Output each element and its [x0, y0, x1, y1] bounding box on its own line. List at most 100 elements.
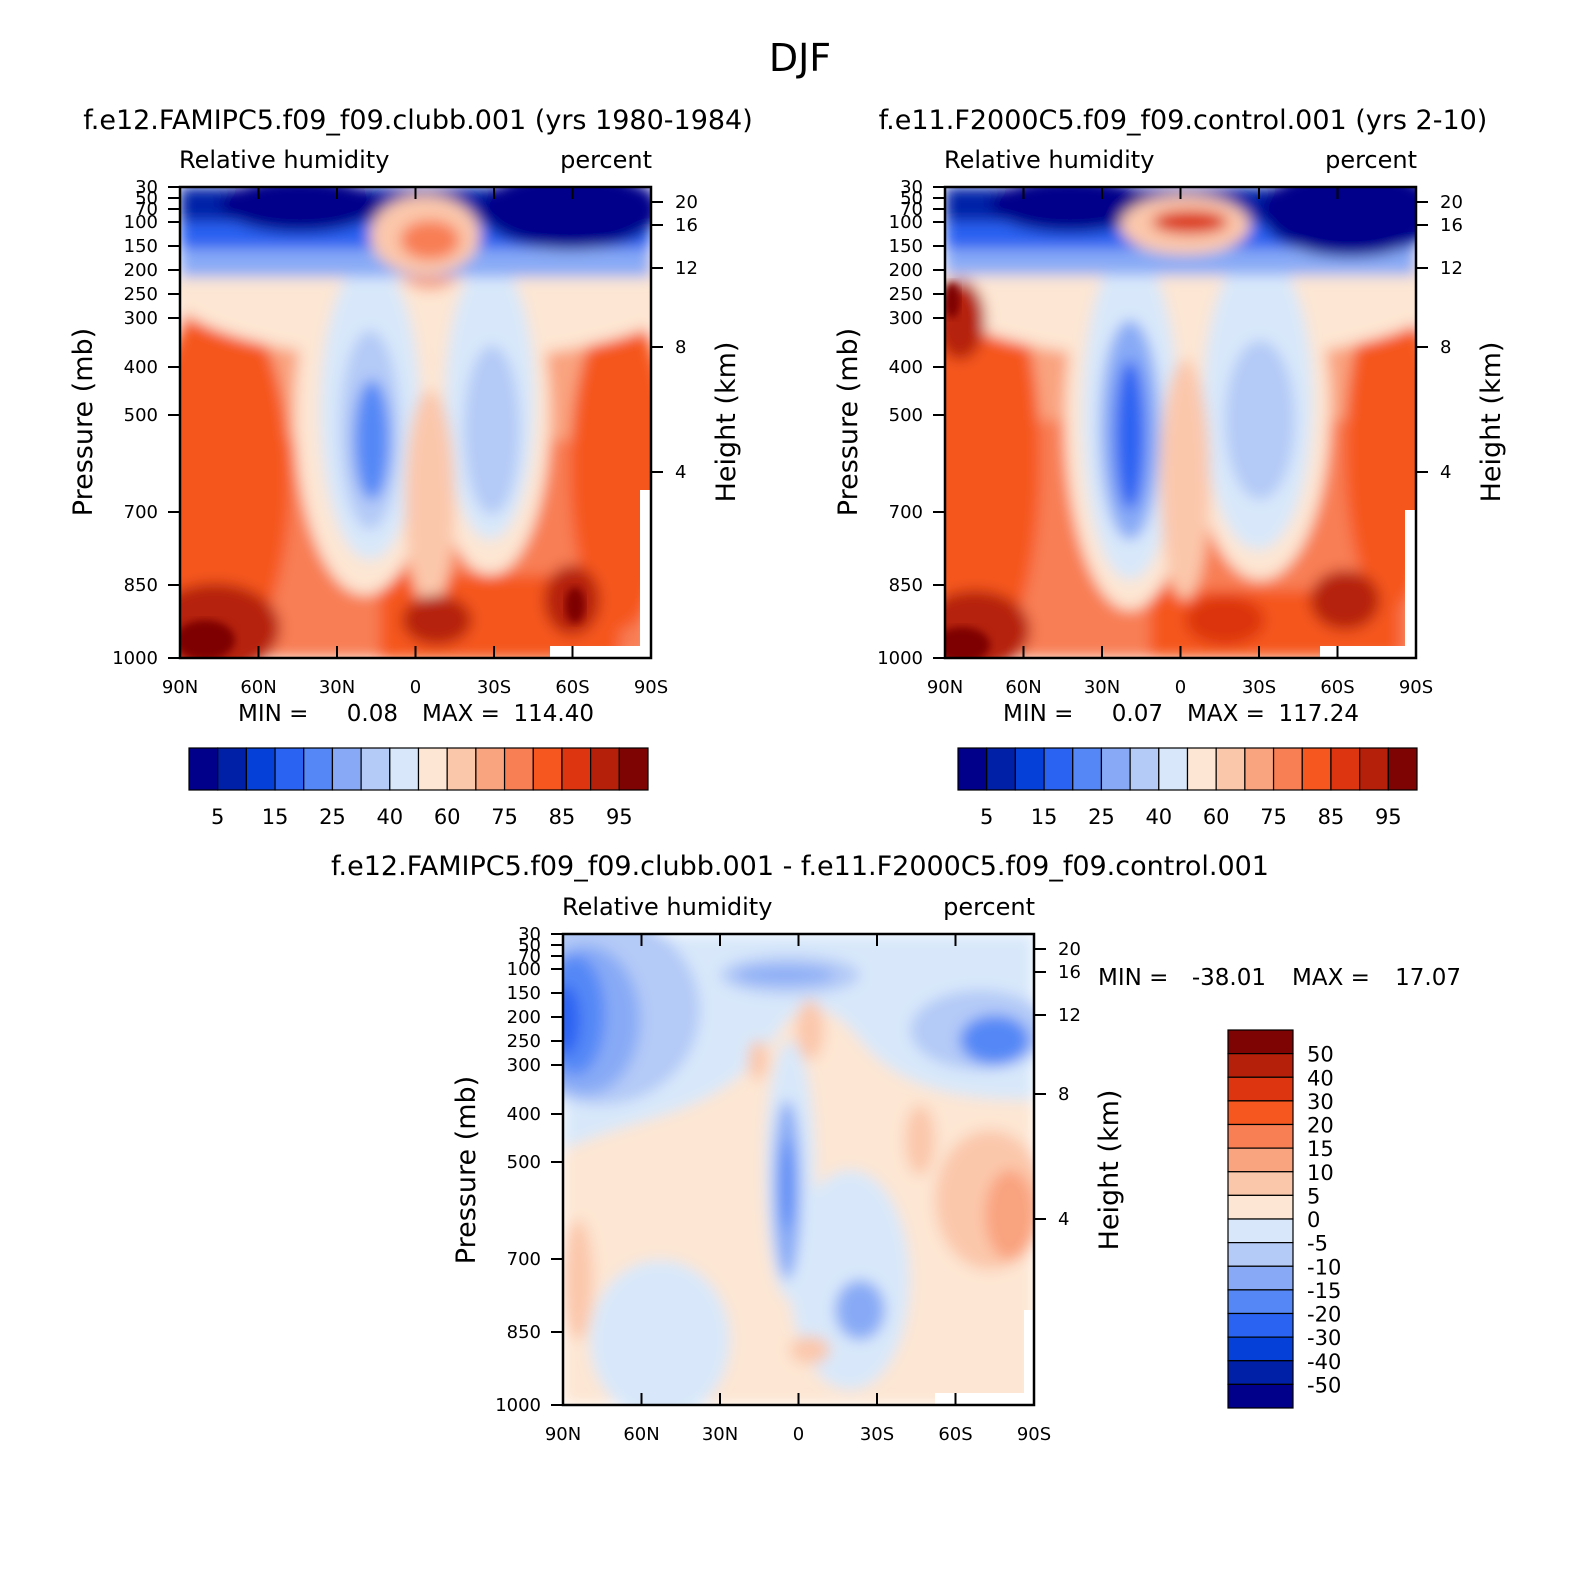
- y-tick-label: 300: [124, 308, 158, 329]
- y-tick-label: 30: [135, 177, 158, 198]
- contour-field: [180, 187, 651, 658]
- colorbar-label: 5: [211, 805, 224, 829]
- field-north-upper-moist: [945, 280, 985, 360]
- colorbar-swatch: [1227, 1171, 1294, 1196]
- y-right-tick-label: 16: [1058, 962, 1081, 983]
- y-tick-label: 500: [889, 405, 923, 426]
- y-right-tick-label: 20: [675, 192, 698, 213]
- colorbar: 5 15 25 40 60 75 85 95: [188, 747, 649, 829]
- field-north-core: [945, 627, 990, 658]
- units-label: percent: [1325, 146, 1417, 174]
- missing-data: [1320, 646, 1416, 658]
- colorbar-label: 20: [1307, 1114, 1334, 1138]
- colorbar-swatch: [1227, 1383, 1294, 1409]
- field-low-positive: [790, 1336, 830, 1364]
- y-right-tick-label: 12: [675, 258, 698, 279]
- colorbar-swatch: [1215, 747, 1246, 791]
- field-subtropic-south-blue: [1225, 340, 1295, 500]
- y-right-tick-label: 4: [1058, 1209, 1069, 1230]
- panel-difference: f.e12.FAMIPC5.f09_f09.clubb.001 - f.e11.…: [331, 851, 1461, 1445]
- y-tick-label: 50: [900, 188, 923, 209]
- colorbar-swatch: [1227, 1360, 1294, 1385]
- field-strato-core-south: [1260, 187, 1416, 257]
- colorbar-swatch: [590, 747, 620, 791]
- colorbar: 5 15 25 40 60 75 85 95: [957, 747, 1418, 829]
- max-label: MAX =: [1292, 965, 1370, 991]
- variable-label: Relative humidity: [562, 893, 772, 921]
- colorbar-label: 15: [1307, 1137, 1334, 1161]
- x-tick-label: 0: [793, 1424, 804, 1445]
- y-tick-label: 250: [507, 1031, 541, 1052]
- y-right-tick-label: 8: [675, 337, 686, 358]
- colorbar-swatch: [1227, 1265, 1294, 1291]
- colorbar-swatch: [1158, 747, 1189, 791]
- y-tick-label: 150: [889, 236, 923, 257]
- y-axis-right: 20 16 12 8 4: [1416, 192, 1463, 483]
- missing-data-edge: [640, 490, 651, 658]
- colorbar-swatch: [1227, 1147, 1294, 1173]
- field-south-moist: [1345, 290, 1416, 610]
- y-axis-right-title: Height (km): [1094, 1090, 1125, 1251]
- x-tick-label: 90N: [545, 1424, 581, 1445]
- y-right-tick-label: 8: [1058, 1084, 1069, 1105]
- colorbar-label: -10: [1307, 1255, 1341, 1279]
- colorbar-swatch: [1227, 1336, 1294, 1362]
- field-subtropic-north-core: [354, 380, 390, 500]
- y-tick-label: 850: [889, 575, 923, 596]
- colorbar-swatch: [217, 747, 247, 791]
- y-tick-label: 70: [518, 946, 541, 967]
- colorbar-swatch: [1186, 747, 1217, 791]
- x-tick-label: 60N: [240, 677, 276, 698]
- y-right-tick-label: 20: [1058, 939, 1081, 960]
- field-equator-neg-core: [781, 1140, 793, 1230]
- y-axis-right-title: Height (km): [1476, 342, 1507, 503]
- colorbar-label: 5: [980, 805, 993, 829]
- field-strato-core-south: [480, 187, 651, 250]
- max-value: 117.24: [1279, 701, 1359, 727]
- y-tick-label: 1000: [495, 1395, 541, 1416]
- y-tick-label: 100: [507, 959, 541, 980]
- y-tick-label: 50: [135, 188, 158, 209]
- contour-field: [945, 187, 1416, 658]
- colorbar-swatch: [1014, 747, 1045, 791]
- field-north-upper-core: [945, 282, 960, 318]
- variable-label: Relative humidity: [944, 146, 1154, 174]
- field-tropic-boundary: [402, 595, 472, 645]
- y-tick-label: 70: [900, 199, 923, 220]
- x-tick-label: 90N: [162, 677, 198, 698]
- y-axis-title: Pressure (mb): [68, 328, 99, 516]
- field-north-moist: [180, 300, 290, 658]
- x-tick-label: 60S: [938, 1424, 972, 1445]
- contour-field: [563, 934, 1034, 1405]
- y-tick-label: 100: [889, 212, 923, 233]
- field-lower-subtropic-neg: [835, 1280, 885, 1340]
- max-value: 114.40: [514, 701, 594, 727]
- field-right-mid-positive: [905, 1105, 935, 1175]
- y-tick-label: 850: [507, 1322, 541, 1343]
- min-value: -38.01: [1192, 965, 1266, 991]
- panel-title: f.e11.F2000C5.f09_f09.control.001 (yrs 2…: [879, 105, 1488, 136]
- min-label: MIN =: [1098, 965, 1168, 991]
- colorbar-swatch: [1227, 1194, 1294, 1220]
- y-tick-label: 700: [889, 502, 923, 523]
- colorbar-label: 95: [606, 805, 633, 829]
- colorbar-swatch: [245, 747, 276, 791]
- y-tick-label: 850: [124, 575, 158, 596]
- colorbar-swatch: [1272, 747, 1303, 791]
- colorbar-label: 15: [262, 805, 289, 829]
- field-north-neg-core: [563, 985, 580, 1055]
- field-lower-center-blue: [790, 1170, 910, 1390]
- y-right-tick-label: 16: [1440, 215, 1463, 236]
- y-right-tick-label: 4: [1440, 462, 1451, 483]
- x-tick-label: 30S: [1242, 677, 1276, 698]
- y-tick-label: 30: [518, 924, 541, 945]
- field-tropopause-moist: [1152, 210, 1228, 234]
- colorbar-swatch: [446, 747, 477, 791]
- field-upper-tropics-neg-core: [735, 967, 835, 983]
- field-left-positive: [563, 1220, 593, 1340]
- colorbar-swatch: [1227, 1123, 1294, 1149]
- colorbar-label: 75: [491, 805, 518, 829]
- max-label: MAX =: [422, 701, 500, 727]
- colorbar-label: -20: [1307, 1303, 1341, 1327]
- field-tropic-boundary: [1185, 595, 1265, 645]
